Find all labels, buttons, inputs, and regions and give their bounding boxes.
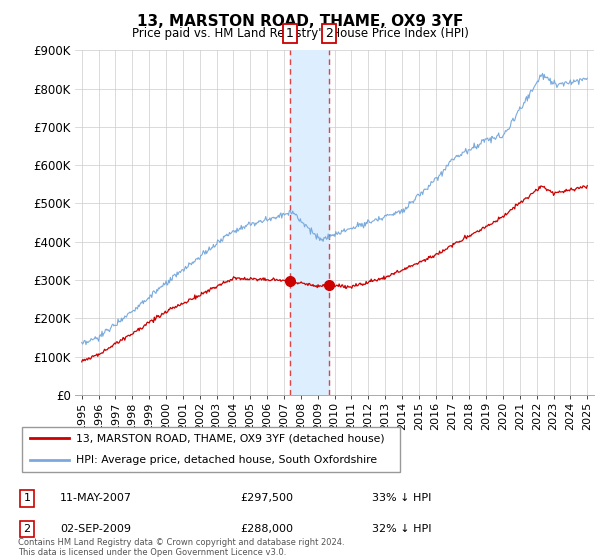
- Text: 2: 2: [23, 524, 31, 534]
- Bar: [290, 50, 329, 395]
- Text: 02-SEP-2009: 02-SEP-2009: [60, 524, 131, 534]
- Text: 1: 1: [286, 27, 294, 40]
- FancyBboxPatch shape: [22, 427, 400, 472]
- Text: 33% ↓ HPI: 33% ↓ HPI: [372, 493, 431, 503]
- Text: 2: 2: [325, 27, 333, 40]
- Text: 1: 1: [23, 493, 31, 503]
- Text: 32% ↓ HPI: 32% ↓ HPI: [372, 524, 431, 534]
- Text: Contains HM Land Registry data © Crown copyright and database right 2024.
This d: Contains HM Land Registry data © Crown c…: [18, 538, 344, 557]
- Text: HPI: Average price, detached house, South Oxfordshire: HPI: Average price, detached house, Sout…: [77, 455, 377, 465]
- Text: 11-MAY-2007: 11-MAY-2007: [60, 493, 132, 503]
- Text: Price paid vs. HM Land Registry's House Price Index (HPI): Price paid vs. HM Land Registry's House …: [131, 27, 469, 40]
- Text: £297,500: £297,500: [240, 493, 293, 503]
- Text: £288,000: £288,000: [240, 524, 293, 534]
- Text: 13, MARSTON ROAD, THAME, OX9 3YF (detached house): 13, MARSTON ROAD, THAME, OX9 3YF (detach…: [77, 433, 385, 444]
- Text: 13, MARSTON ROAD, THAME, OX9 3YF: 13, MARSTON ROAD, THAME, OX9 3YF: [137, 14, 463, 29]
